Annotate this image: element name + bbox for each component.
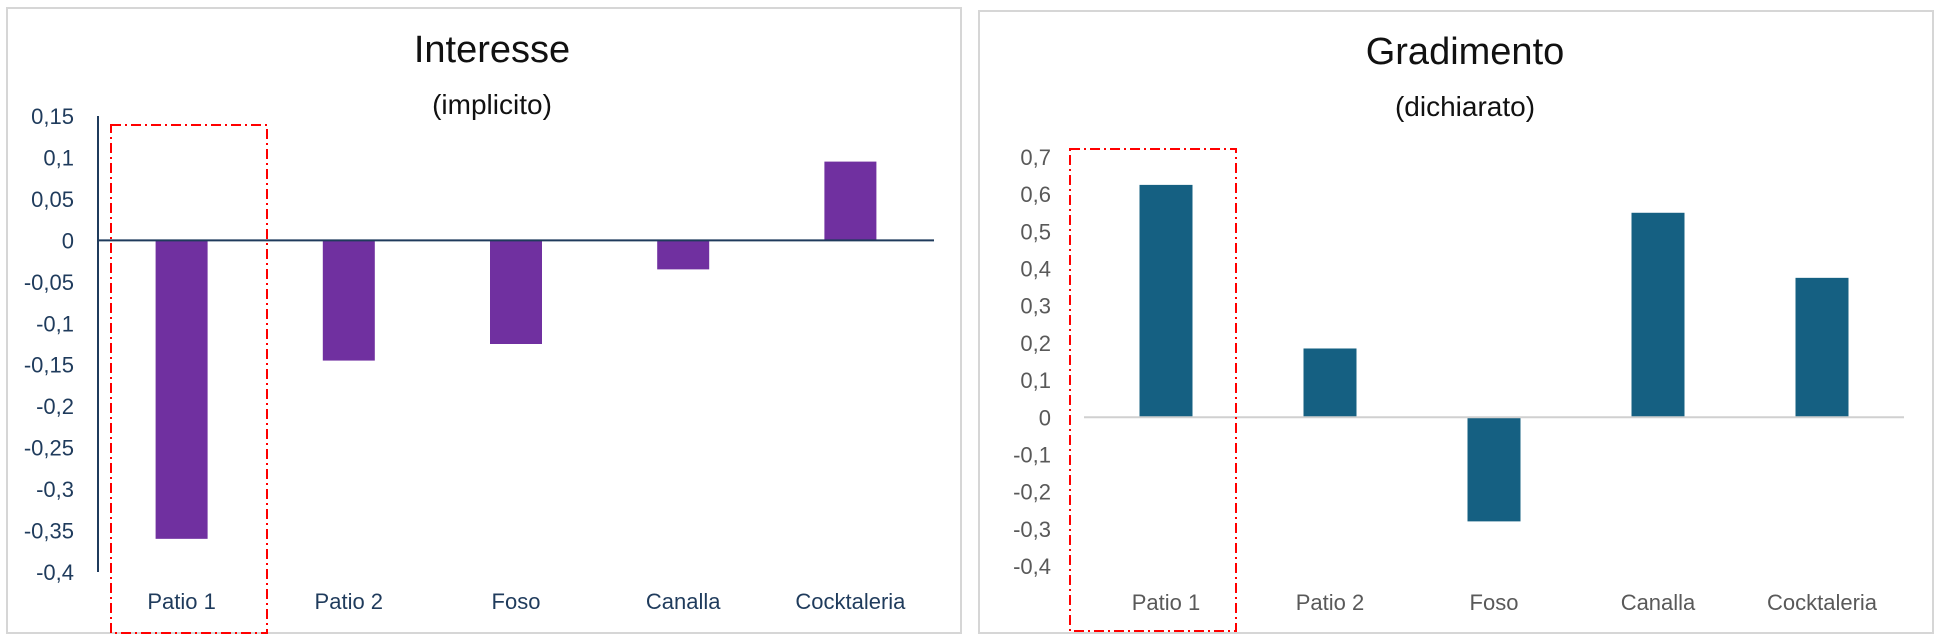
category-label: Foso: [492, 589, 541, 614]
chart-interesse-svg: Interesse (implicito) 0,15 0,1 0,05 0 -0,05 -…: [24, 29, 934, 634]
category-label: Foso: [1470, 590, 1519, 615]
highlight-box: [1069, 148, 1237, 632]
bar-cocktaleria: [1795, 277, 1849, 418]
chart-subtitle: (dichiarato): [1395, 91, 1535, 122]
category-label: Patio 2: [315, 589, 384, 614]
chart-subtitle: (implicito): [432, 89, 552, 120]
y-tick-label: 0,6: [1020, 182, 1051, 207]
y-tick-label: 0,1: [43, 145, 74, 170]
y-tick-label: 0,7: [1020, 145, 1051, 170]
y-tick-label: -0,1: [1013, 442, 1051, 467]
highlight-box: [110, 124, 268, 634]
bar-canalla: [657, 240, 710, 270]
y-tick-label: -0,2: [36, 394, 74, 419]
category-label: Patio 2: [1296, 590, 1365, 615]
bar-patio-2: [322, 240, 375, 361]
y-tick-label: 0,2: [1020, 331, 1051, 356]
bar-cocktaleria: [824, 161, 877, 241]
bar-foso: [490, 240, 542, 344]
y-tick-label: 0: [62, 228, 74, 253]
category-label: Canalla: [646, 589, 721, 614]
category-label: Cocktaleria: [1767, 590, 1878, 615]
y-tick-label: 0: [1039, 405, 1051, 430]
chart-title: Interesse: [414, 29, 570, 71]
category-label: Canalla: [1621, 590, 1696, 615]
y-tick-label: -0,1: [36, 311, 74, 336]
y-tick-label: -0,4: [1013, 554, 1051, 579]
y-tick-label: -0,05: [24, 270, 74, 295]
chart-panel-interesse: Interesse (implicito) 0,15 0,1 0,05 0 -0,05 -…: [6, 7, 962, 634]
y-tick-label: -0,4: [36, 560, 74, 585]
y-tick-label: 0,15: [31, 104, 74, 129]
y-tick-label: 0,5: [1020, 219, 1051, 244]
chart-gradimento-svg: Gradimento (dichiarato) 0,7 0,6 0,5 0,4 0,3 0…: [1013, 31, 1904, 632]
y-tick-label: 0,05: [31, 187, 74, 212]
y-tick-label: 0,3: [1020, 294, 1051, 319]
category-label: Patio 1: [1132, 590, 1201, 615]
category-label: Cocktaleria: [795, 589, 906, 614]
y-tick-label: 0,1: [1020, 368, 1051, 393]
y-tick-label: -0,3: [1013, 517, 1051, 542]
category-label: Patio 1: [147, 589, 216, 614]
bar-patio-2: [1303, 348, 1357, 418]
bar-foso: [1467, 417, 1521, 522]
y-tick-label: -0,35: [24, 519, 74, 544]
chart-panel-gradimento: Gradimento (dichiarato) 0,7 0,6 0,5 0,4 0,3 0…: [978, 10, 1934, 634]
bar-canalla: [1631, 212, 1685, 418]
y-tick-label: -0,3: [36, 477, 74, 502]
bar-patio-1: [1139, 184, 1193, 418]
bar-patio-1: [155, 240, 208, 539]
y-tick-label: -0,2: [1013, 480, 1051, 505]
y-tick-label: -0,15: [24, 353, 74, 378]
chart-title: Gradimento: [1366, 31, 1565, 73]
y-tick-label: -0,25: [24, 436, 74, 461]
y-tick-label: 0,4: [1020, 257, 1051, 282]
